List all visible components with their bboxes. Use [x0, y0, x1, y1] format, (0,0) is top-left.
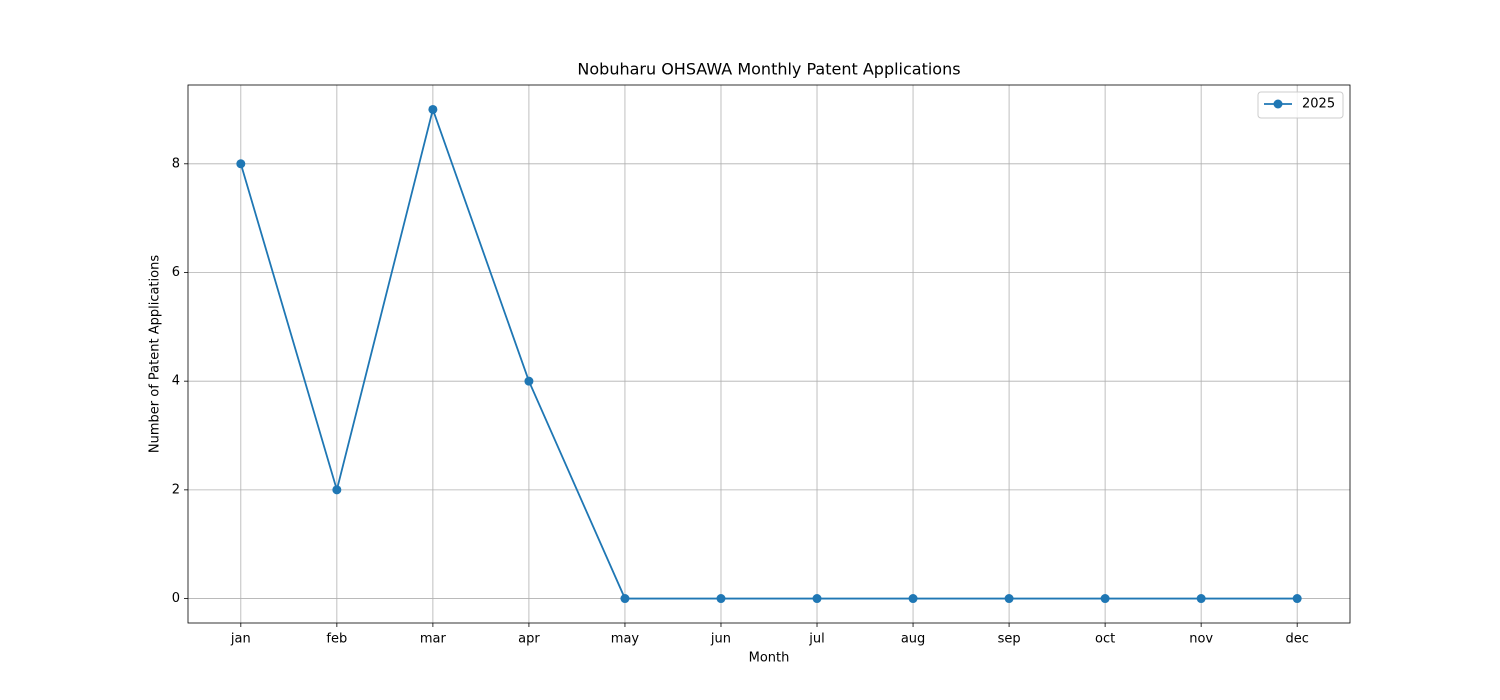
x-tick-label: may [611, 632, 640, 647]
x-tick-label: jan [230, 632, 251, 647]
x-tick-label: apr [518, 632, 540, 647]
x-tick-label: sep [998, 632, 1021, 647]
legend-label: 2025 [1302, 97, 1335, 112]
legend-marker [1274, 100, 1283, 109]
data-point [909, 594, 918, 603]
x-tick-label: jun [710, 632, 731, 647]
y-tick-label: 4 [172, 374, 180, 389]
data-point [428, 105, 437, 114]
data-point [1005, 594, 1014, 603]
x-tick-label: feb [326, 632, 347, 647]
x-tick-label: jul [808, 632, 824, 647]
x-tick-label: oct [1095, 632, 1115, 647]
y-tick-label: 2 [172, 482, 180, 497]
data-point [620, 594, 629, 603]
data-point [1197, 594, 1206, 603]
x-tick-label: aug [901, 632, 925, 647]
chart: Nobuharu OHSAWA Monthly Patent Applicati… [0, 0, 1500, 700]
data-point [1101, 594, 1110, 603]
data-point [716, 594, 725, 603]
y-tick-label: 6 [172, 265, 180, 280]
y-tick-label: 0 [172, 591, 180, 606]
x-tick-label: dec [1285, 632, 1308, 647]
y-tick-label: 8 [172, 156, 180, 171]
data-point [813, 594, 822, 603]
data-point [1293, 594, 1302, 603]
x-axis-label: Month [749, 651, 790, 666]
x-tick-label: mar [420, 632, 447, 647]
data-point [524, 377, 533, 386]
y-axis-label: Number of Patent Applications [148, 255, 163, 453]
x-tick-label: nov [1189, 632, 1213, 647]
chart-title: Nobuharu OHSAWA Monthly Patent Applicati… [577, 60, 960, 79]
data-point [236, 159, 245, 168]
data-point [332, 485, 341, 494]
